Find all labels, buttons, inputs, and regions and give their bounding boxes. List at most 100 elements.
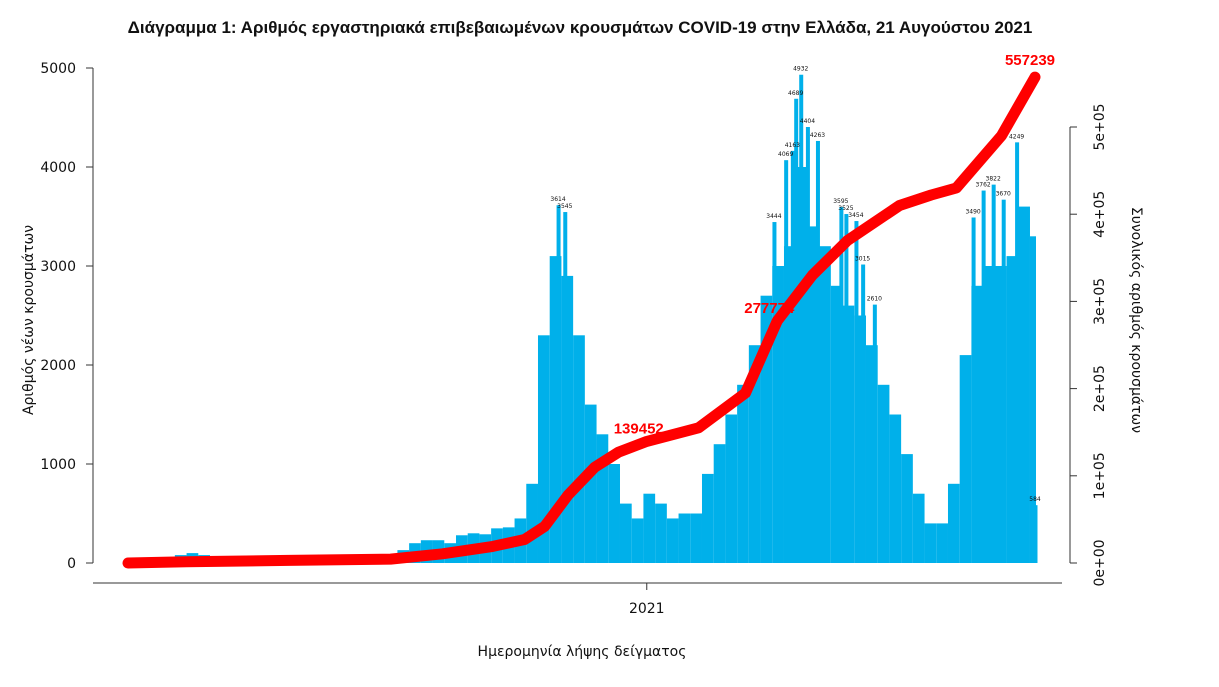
- cumulative-value-label: 557239: [1005, 52, 1055, 69]
- daily-bar-peak: [784, 160, 789, 563]
- daily-bar: [865, 345, 878, 563]
- bar-value-label: 4932: [793, 66, 808, 73]
- daily-bar: [655, 503, 667, 563]
- daily-bar: [561, 275, 574, 563]
- daily-bar: [643, 493, 656, 563]
- daily-bar: [725, 414, 738, 563]
- daily-bar-peak: [991, 184, 996, 563]
- right-tick-label: 1e+05: [1092, 452, 1108, 499]
- bar-value-label: 3614: [550, 196, 565, 203]
- daily-bar: [760, 295, 773, 563]
- bar-value-label: 3525: [838, 205, 853, 212]
- bar-value-label: 2610: [867, 296, 882, 303]
- daily-bar: [666, 518, 679, 563]
- daily-bar: [983, 266, 995, 563]
- daily-bar: [701, 473, 714, 563]
- daily-bar: [994, 266, 1007, 563]
- daily-bar: [748, 345, 761, 563]
- bar-value-label: 3454: [848, 212, 863, 219]
- bar-value-label: 3762: [975, 182, 990, 189]
- daily-bar: [549, 256, 562, 563]
- daily-bar-peak: [556, 205, 561, 564]
- right-tick-label: 2e+05: [1092, 365, 1108, 412]
- daily-bar-peak: [790, 150, 795, 563]
- daily-bar: [1018, 206, 1030, 563]
- daily-bar: [537, 335, 550, 563]
- right-tick-label: 0e+00: [1092, 539, 1108, 586]
- daily-bar: [830, 285, 843, 563]
- cumulative-labels: 139452 277774 557239: [614, 52, 1055, 437]
- right-tick-label: 3e+05: [1092, 278, 1108, 325]
- daily-bar: [678, 513, 691, 563]
- daily-bar-peak: [1033, 505, 1038, 563]
- daily-bar-peak: [839, 207, 844, 563]
- daily-bar: [526, 483, 538, 563]
- bar-value-label: 4249: [1009, 133, 1024, 140]
- bar-value-label: 3545: [557, 203, 572, 210]
- daily-bar: [889, 414, 902, 563]
- daily-bar-peak: [872, 304, 877, 563]
- daily-bar: [819, 246, 831, 563]
- daily-bar-peak: [854, 221, 859, 563]
- daily-bar-peak: [981, 190, 986, 563]
- bar-value-label: 3822: [986, 176, 1001, 183]
- daily-bar: [713, 444, 726, 563]
- daily-bar-peak: [1001, 199, 1006, 564]
- daily-bar: [971, 285, 984, 563]
- left-tick-label: 3000: [40, 259, 76, 275]
- bar-value-label: 3444: [766, 213, 781, 220]
- daily-bar: [936, 523, 948, 563]
- daily-bar: [912, 493, 925, 563]
- daily-bar: [842, 305, 855, 563]
- left-tick-label: 5000: [40, 61, 76, 77]
- daily-bar: [783, 246, 796, 563]
- daily-bar: [631, 518, 644, 563]
- x-axis-label: Ημερομηνία λήψης δείγματος: [478, 644, 687, 660]
- daily-bar-peak: [971, 217, 976, 564]
- x-axis-ticks: 2021: [629, 583, 665, 617]
- bar-value-label: 3015: [855, 256, 870, 263]
- daily-bar: [807, 226, 820, 563]
- daily-bar: [854, 315, 866, 563]
- left-tick-label: 0: [67, 556, 76, 572]
- left-y-axis-label: Αριθμός νέων κρουσμάτων: [21, 225, 37, 415]
- bar-value-label: 584: [1029, 496, 1041, 503]
- cumulative-value-label: 139452: [614, 420, 664, 437]
- bar-value-label: 3670: [996, 191, 1011, 198]
- daily-bar: [608, 464, 620, 563]
- daily-bar: [596, 434, 609, 563]
- daily-bar: [737, 384, 749, 563]
- axes: [92, 68, 1071, 584]
- daily-bar: [619, 503, 632, 563]
- left-tick-label: 1000: [40, 457, 76, 473]
- daily-bar: [584, 404, 597, 563]
- bar-value-label: 4689: [788, 90, 803, 97]
- daily-bar: [772, 266, 784, 563]
- chart-title: Διάγραμμα 1: Αριθμός εργαστηριακά επιβεβ…: [128, 18, 1033, 37]
- cumulative-line: [122, 71, 1041, 569]
- daily-bars: [128, 74, 1038, 564]
- daily-bar: [901, 454, 913, 563]
- daily-bar: [1006, 256, 1019, 563]
- right-tick-label: 4e+05: [1092, 191, 1108, 238]
- daily-bar-peak: [861, 264, 866, 563]
- bar-value-label: 4263: [810, 132, 825, 139]
- daily-bar-peak: [815, 140, 820, 563]
- left-tick-label: 4000: [40, 160, 76, 176]
- daily-bar-peak: [1015, 142, 1020, 563]
- bar-value-label: 3490: [965, 208, 980, 215]
- daily-bar: [924, 523, 937, 563]
- daily-bar-peak: [799, 74, 804, 564]
- daily-bar: [947, 483, 960, 563]
- bar-value-label: 4404: [800, 118, 815, 125]
- daily-bar: [959, 355, 972, 563]
- daily-bar: [690, 513, 702, 563]
- left-tick-label: 2000: [40, 358, 76, 374]
- x-tick-label: 2021: [629, 601, 665, 617]
- right-tick-label: 5e+05: [1092, 103, 1108, 150]
- daily-bar: [1029, 236, 1036, 564]
- daily-bar-peak: [563, 212, 568, 564]
- daily-bar-peak: [844, 214, 849, 563]
- left-axis-ticks: 0 1000 2000 3000 4000 5000: [40, 61, 93, 572]
- daily-bar-peak: [772, 222, 777, 563]
